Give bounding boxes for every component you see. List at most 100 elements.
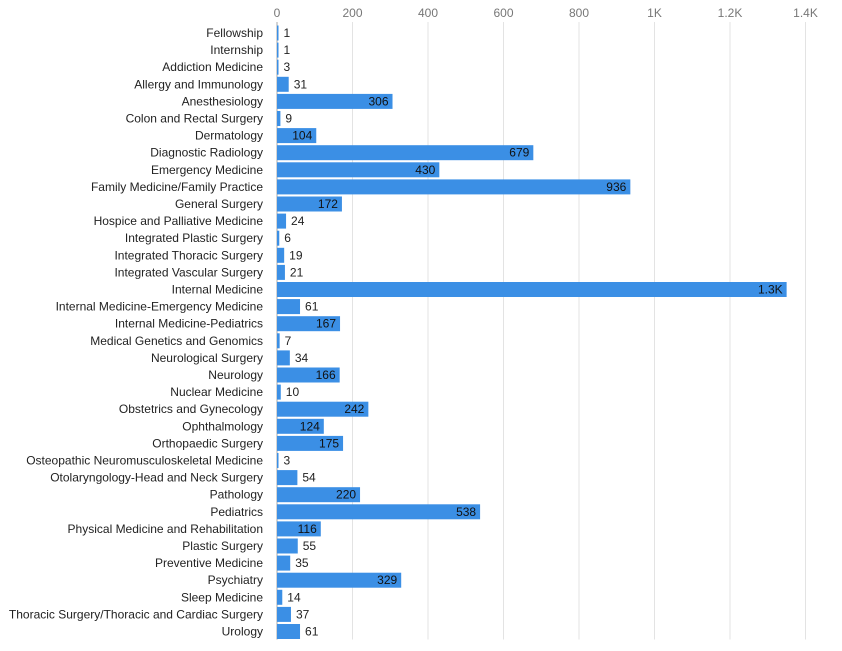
bar bbox=[277, 453, 279, 468]
category-label: Integrated Vascular Surgery bbox=[114, 265, 263, 279]
category-label: Obstetrics and Gynecology bbox=[119, 402, 263, 416]
data-label: 936 bbox=[606, 180, 626, 194]
category-label: General Surgery bbox=[175, 197, 263, 211]
bar bbox=[277, 299, 301, 315]
bar bbox=[277, 624, 301, 639]
bar bbox=[277, 76, 289, 92]
data-label: 172 bbox=[318, 197, 338, 211]
bar bbox=[277, 282, 787, 297]
bar bbox=[277, 487, 361, 503]
category-label: Neurology bbox=[208, 368, 263, 382]
data-label: 61 bbox=[305, 625, 319, 639]
category-label: Neurological Surgery bbox=[151, 351, 263, 365]
category-label: Emergency Medicine bbox=[151, 163, 263, 177]
bar bbox=[277, 264, 285, 280]
data-label: 166 bbox=[316, 368, 336, 382]
data-label: 242 bbox=[344, 402, 364, 416]
bar bbox=[277, 25, 279, 41]
category-label: Fellowship bbox=[206, 26, 263, 40]
data-label: 167 bbox=[316, 317, 336, 331]
data-label: 220 bbox=[336, 488, 356, 502]
x-tick-label: 400 bbox=[418, 6, 438, 20]
bar bbox=[277, 179, 631, 195]
data-label: 679 bbox=[509, 146, 529, 160]
bar bbox=[277, 521, 321, 537]
data-label: 7 bbox=[285, 334, 292, 348]
bar bbox=[277, 538, 298, 554]
bar bbox=[277, 247, 285, 263]
category-label: Ophthalmology bbox=[182, 419, 263, 433]
bar bbox=[277, 350, 290, 366]
x-tick-label: 1.2K bbox=[718, 6, 743, 20]
bar bbox=[277, 145, 534, 161]
data-label: 19 bbox=[289, 248, 303, 262]
data-label: 124 bbox=[300, 419, 320, 433]
category-label: Nuclear Medicine bbox=[170, 385, 263, 399]
category-label: Otolaryngology-Head and Neck Surgery bbox=[50, 471, 263, 485]
data-label: 34 bbox=[295, 351, 309, 365]
category-label: Sleep Medicine bbox=[181, 590, 263, 604]
category-label: Urology bbox=[222, 625, 263, 639]
category-label: Thoracic Surgery/Thoracic and Cardiac Su… bbox=[9, 607, 263, 621]
bar bbox=[277, 384, 281, 400]
bar bbox=[277, 316, 341, 332]
bar bbox=[277, 333, 280, 349]
data-label: 61 bbox=[305, 300, 319, 314]
category-label: Anesthesiology bbox=[182, 94, 263, 108]
category-label: Allergy and Immunology bbox=[134, 77, 263, 91]
bar bbox=[277, 42, 279, 58]
category-label: Psychiatry bbox=[208, 573, 263, 587]
bar bbox=[277, 230, 280, 246]
category-label: Integrated Thoracic Surgery bbox=[114, 248, 263, 262]
x-tick-label: 0 bbox=[274, 6, 281, 20]
bar bbox=[277, 572, 402, 588]
category-label: Orthopaedic Surgery bbox=[152, 436, 263, 450]
bar bbox=[277, 162, 440, 178]
x-tick-label: 1K bbox=[647, 6, 662, 20]
data-label: 3 bbox=[284, 60, 291, 74]
data-label: 6 bbox=[284, 231, 291, 245]
category-label: Internship bbox=[210, 43, 263, 57]
data-label: 24 bbox=[291, 214, 305, 228]
x-tick-label: 800 bbox=[569, 6, 589, 20]
category-label: Pediatrics bbox=[210, 505, 263, 519]
category-label: Dermatology bbox=[195, 129, 263, 143]
bar bbox=[277, 59, 279, 75]
data-label: 1 bbox=[284, 26, 291, 40]
category-label: Pathology bbox=[210, 488, 263, 502]
bar bbox=[277, 418, 324, 434]
bar bbox=[277, 504, 481, 520]
bar bbox=[277, 470, 298, 486]
category-label: Internal Medicine-Pediatrics bbox=[115, 317, 263, 331]
bar bbox=[277, 367, 340, 383]
data-label: 55 bbox=[303, 539, 317, 553]
data-label: 538 bbox=[456, 505, 476, 519]
data-label: 54 bbox=[302, 471, 316, 485]
data-label: 116 bbox=[298, 522, 317, 536]
bar bbox=[277, 606, 291, 622]
category-label: Addiction Medicine bbox=[162, 60, 263, 74]
category-label: Internal Medicine bbox=[172, 283, 264, 297]
data-label: 329 bbox=[377, 573, 397, 587]
category-label: Medical Genetics and Genomics bbox=[90, 334, 263, 348]
data-label: 31 bbox=[294, 77, 308, 91]
bar bbox=[277, 128, 317, 144]
bar bbox=[277, 93, 393, 109]
data-label: 104 bbox=[292, 129, 312, 143]
category-label: Hospice and Palliative Medicine bbox=[94, 214, 264, 228]
bar bbox=[277, 555, 291, 571]
data-label: 1 bbox=[284, 43, 291, 57]
bar bbox=[277, 589, 283, 605]
category-label: Colon and Rectal Surgery bbox=[126, 112, 263, 126]
data-label: 1.3K bbox=[758, 283, 783, 297]
data-label: 10 bbox=[286, 385, 300, 399]
x-tick-label: 600 bbox=[493, 6, 513, 20]
category-label: Preventive Medicine bbox=[155, 556, 263, 570]
category-label: Family Medicine/Family Practice bbox=[91, 180, 263, 194]
category-label: Internal Medicine-Emergency Medicine bbox=[56, 300, 264, 314]
category-label: Integrated Plastic Surgery bbox=[125, 231, 263, 245]
data-label: 37 bbox=[296, 607, 310, 621]
data-label: 21 bbox=[290, 265, 304, 279]
